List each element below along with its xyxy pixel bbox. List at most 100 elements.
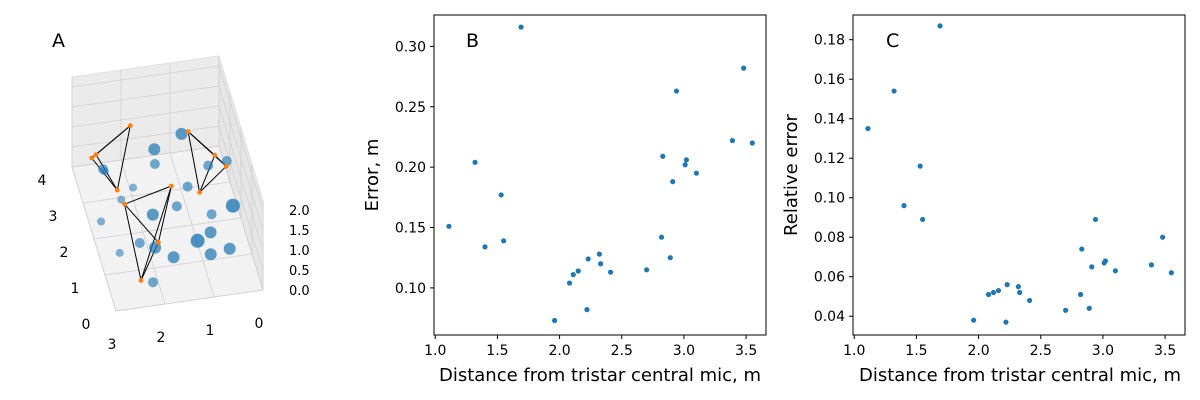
panel-c-point (1026, 297, 1033, 304)
panel-b-ytick-label: 0.25 (395, 100, 426, 116)
panel-a-mics (89, 123, 229, 283)
panel-b-frame (433, 14, 767, 336)
panel-c-point (1063, 307, 1069, 313)
panel-c-point (1089, 264, 1095, 270)
panel-a-ytick-label: 1 (71, 281, 80, 297)
panel-c-ytick-label: 0.06 (814, 270, 845, 286)
panel-c-xtick-label: 3.0 (1092, 343, 1114, 359)
panel-b-point (729, 137, 736, 144)
panel-a-mic-edge (187, 131, 201, 193)
panel-a-gridline (104, 253, 253, 276)
panel-b-xtick-label: 1.5 (486, 343, 508, 359)
panel-b-ytick-label: 0.15 (395, 221, 426, 237)
panel-a-mic-edge (199, 165, 227, 193)
panel-a-mic (122, 201, 127, 207)
panel-a-ytick-label: 3 (49, 209, 58, 225)
panel-b-point (670, 179, 676, 185)
panel-a-gridline (93, 217, 242, 240)
panel-a-ztick-label: 1.5 (289, 224, 310, 239)
panel-a-gridline (218, 85, 264, 231)
panel-a-point (182, 181, 193, 192)
panel-a-mic (156, 240, 161, 245)
panel-c-point (1004, 282, 1010, 288)
panel-b-point (644, 267, 650, 273)
panel-a-point (204, 226, 217, 239)
panel-a-ztick-label: 0.0 (289, 284, 310, 299)
panel-a-point (204, 248, 217, 261)
panel-a-point (115, 248, 124, 257)
panel-c-point (990, 289, 997, 296)
panel-c-ticks: 1.0 1.5 2.0 2.5 3.0 3.5 0.04 0.06 0.08 0.10 0.12 0.… (814, 33, 1176, 359)
panel-a-label: A (52, 30, 65, 52)
panel-b-ticks: 1.0 1.5 2.0 2.5 3.0 3.5 0.10 0.15 0.20 0.25 0.30 (395, 39, 757, 359)
panel-b-point (482, 244, 488, 250)
panel-b-point (501, 238, 507, 244)
panel-a-gridline (82, 181, 231, 204)
panel-a-gridline (218, 145, 264, 291)
panel-b-point (575, 268, 581, 274)
panel-c-ytick-label: 0.12 (814, 151, 845, 167)
panel-a-gridline (115, 289, 264, 312)
panel-b-xtick-label: 1.0 (424, 343, 446, 359)
panel-a-point (175, 127, 188, 140)
panel-a-mic-edge (116, 125, 131, 191)
panel-b-label: B (466, 30, 479, 52)
panel-a-gridline (71, 125, 220, 148)
panel-b-xtick-label: 2.5 (611, 343, 633, 359)
panel-a-mic-edge (140, 185, 172, 281)
panel-a-ztick-label: 0.5 (289, 264, 310, 279)
panel-c-point (920, 216, 926, 223)
panel-b-point (658, 234, 665, 240)
panel-a-point (221, 156, 232, 166)
panel-c-relative-error-scatter: 1.0 1.5 2.0 2.5 3.0 3.5 0.04 0.06 0.08 0.10 0.12 0.… (781, 14, 1186, 386)
panel-c-point (1168, 270, 1174, 276)
panel-a-point (117, 195, 126, 204)
panel-a-gridline (71, 105, 220, 128)
panel-c-point (985, 291, 992, 298)
panel-a-point (146, 208, 159, 221)
panel-a-point (190, 233, 205, 248)
panel-b-ytick-label: 0.20 (395, 160, 426, 176)
panel-b-point (566, 280, 573, 286)
panel-b-error-scatter: 1.0 1.5 2.0 2.5 3.0 3.5 0.10 0.15 0.20 0.25 0.30 B… (362, 14, 767, 386)
panel-a-point (167, 251, 180, 264)
panel-a-ztick-label: 1.0 (289, 244, 310, 259)
panel-a-mic (169, 183, 174, 189)
panel-b-point (596, 251, 602, 257)
panel-c-points (865, 23, 1174, 325)
panel-a-points (97, 127, 240, 288)
panel-a-ytick-label: 4 (38, 173, 47, 189)
panel-b-point (570, 272, 576, 278)
panel-b-xlabel: Distance from tristar central mic, m (439, 365, 761, 386)
panel-a-gridline (218, 105, 264, 251)
panel-c-xtick-label: 2.5 (1030, 343, 1052, 359)
panel-a-xtick-label: 2 (157, 330, 166, 346)
panel-a-mic (185, 129, 191, 134)
panel-b-point (446, 223, 452, 229)
panel-c-point (1017, 289, 1023, 296)
panel-b-point (682, 162, 688, 168)
panel-a-3d-scatter: 0.0 0.5 1.0 1.5 2.0 0 1 2 3 0 1 2 3 4 A (38, 30, 310, 353)
panel-c-point (1112, 268, 1118, 274)
panel-c-xlabel: Distance from tristar central mic, m (859, 365, 1181, 386)
panel-c-point (1148, 262, 1155, 268)
panel-c-point (891, 88, 897, 94)
panel-a-point (223, 242, 236, 255)
panel-b-point (667, 255, 673, 261)
panel-c-ytick-label: 0.04 (814, 309, 845, 325)
panel-a-xtick-label: 1 (206, 323, 215, 339)
panel-b-point (552, 317, 558, 324)
panel-a-mic-edge (124, 185, 172, 205)
panel-a-mic (212, 152, 218, 158)
panel-a-point (206, 209, 217, 220)
panel-b-point (585, 256, 591, 262)
panel-a-gridline (218, 65, 264, 211)
panel-a-gridline (71, 85, 220, 108)
panel-a-mic (223, 163, 229, 169)
panel-a-point (98, 164, 109, 175)
panel-a-mic (89, 155, 95, 161)
panel-a-point (148, 277, 158, 288)
panel-a-tick-labels: 0.0 0.5 1.0 1.5 2.0 0 1 2 3 0 1 2 3 4 (38, 173, 310, 353)
panel-b-xtick-label: 3.0 (673, 343, 695, 359)
